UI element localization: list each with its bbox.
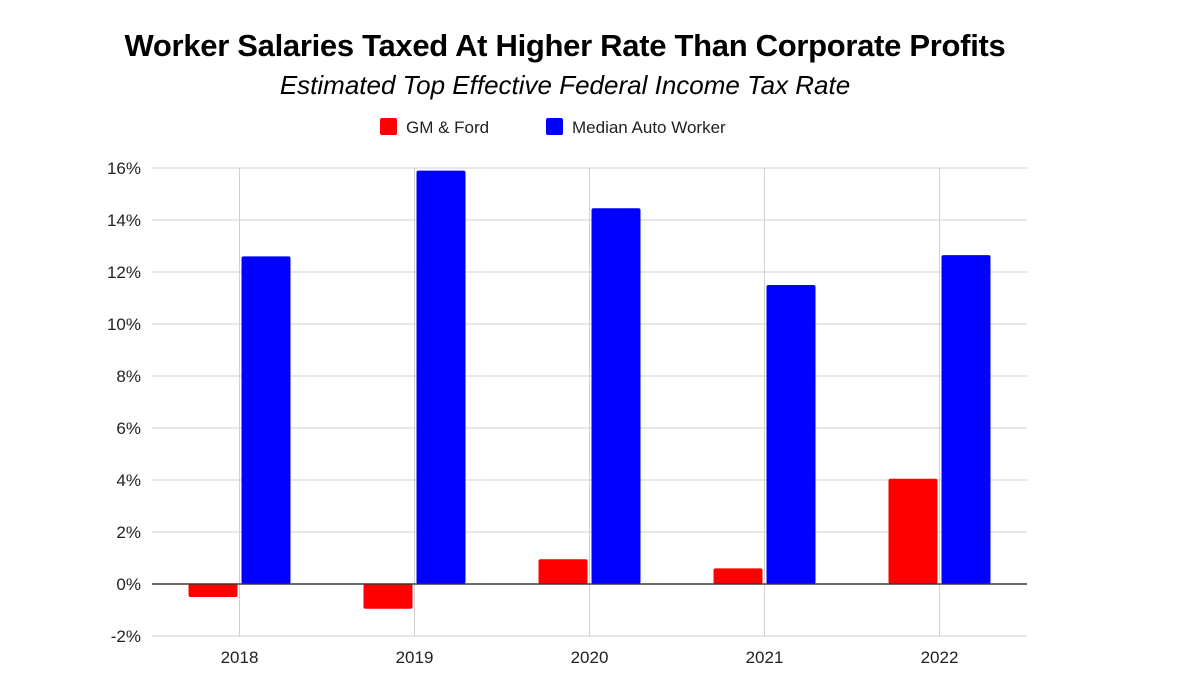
bar-gm-ford-2020 (538, 559, 588, 584)
legend-label-gm-ford: GM & Ford (406, 118, 489, 137)
bar-median-auto-worker-2018 (241, 256, 291, 584)
y-tick-label: 4% (116, 471, 141, 490)
x-tick-label: 2019 (396, 648, 434, 667)
bar-gm-ford-2018 (188, 584, 238, 597)
y-tick-label: 14% (107, 211, 141, 230)
legend-label-median-auto-worker: Median Auto Worker (572, 118, 726, 137)
bar-median-auto-worker-2021 (766, 285, 816, 584)
y-tick-label: 16% (107, 159, 141, 178)
legend-swatch-gm-ford (380, 118, 397, 135)
bar-gm-ford-2021 (713, 568, 763, 584)
x-tick-label: 2022 (921, 648, 959, 667)
x-tick-label: 2018 (221, 648, 259, 667)
x-tick-label: 2021 (746, 648, 784, 667)
bar-median-auto-worker-2020 (591, 208, 641, 585)
bar-median-auto-worker-2019 (416, 170, 466, 584)
legend-swatch-median-auto-worker (546, 118, 563, 135)
y-tick-label: -2% (111, 627, 141, 646)
chart-title: Worker Salaries Taxed At Higher Rate Tha… (124, 28, 1006, 63)
y-tick-label: 6% (116, 419, 141, 438)
y-tick-label: 8% (116, 367, 141, 386)
bar-gm-ford-2022 (888, 478, 938, 584)
y-tick-label: 0% (116, 575, 141, 594)
y-tick-label: 2% (116, 523, 141, 542)
bar-gm-ford-2019 (363, 584, 413, 609)
bar-median-auto-worker-2022 (941, 255, 991, 584)
y-tick-label: 12% (107, 263, 141, 282)
chart-subtitle: Estimated Top Effective Federal Income T… (279, 70, 851, 100)
y-tick-label: 10% (107, 315, 141, 334)
x-tick-label: 2020 (571, 648, 609, 667)
